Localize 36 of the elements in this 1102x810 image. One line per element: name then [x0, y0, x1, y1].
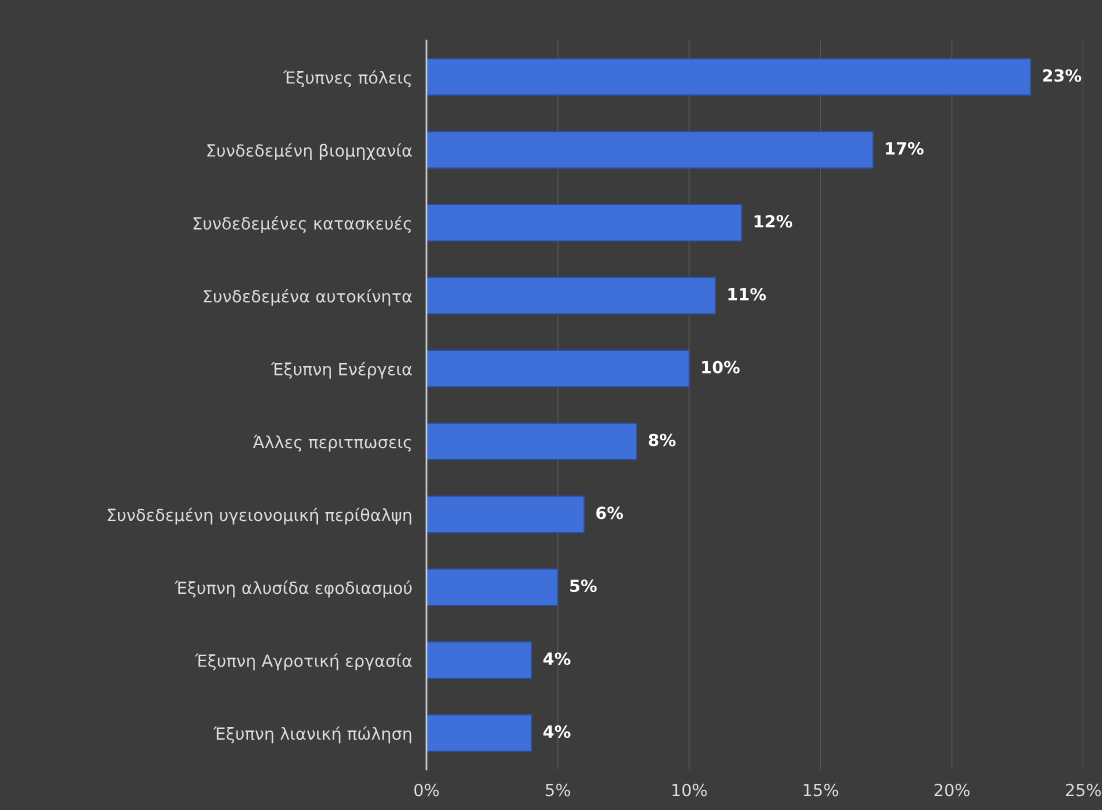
bar	[426, 422, 638, 461]
bar	[426, 495, 585, 534]
y-tick-label: Έξυπνες πόλεις	[283, 70, 411, 88]
bar	[426, 203, 743, 242]
x-tick-label: 5%	[545, 783, 571, 797]
bar	[426, 349, 690, 388]
bar	[426, 58, 1032, 96]
bar	[426, 714, 533, 752]
bar	[426, 568, 559, 607]
y-tick-label: Έξυπνη Ενέργεια	[270, 361, 412, 379]
y-tick-label: Άλλες περιτπωσεις	[253, 434, 411, 452]
y-tick-label: Συνδεδεμένη βιομηχανία	[207, 143, 412, 160]
x-tick-label: 0%	[414, 783, 439, 797]
data-label: 23%	[1043, 69, 1082, 82]
x-tick-label: 10%	[672, 783, 707, 797]
data-label: 6%	[596, 506, 623, 520]
data-label: 11%	[728, 287, 766, 301]
bar	[426, 131, 874, 169]
x-tick-label: 25%	[1065, 783, 1101, 797]
x-tick-label: 15%	[803, 783, 839, 797]
bar	[426, 641, 533, 679]
data-label: 5%	[570, 579, 597, 593]
y-tick-label: Συνδεδεμένες κατασκευές	[193, 216, 411, 233]
y-tick-label: Συνδεδεμένη υγειονομική περίθαλψη	[107, 507, 412, 525]
y-tick-label: Έξυπνη αλυσίδα εφοδιασμού	[174, 580, 412, 598]
data-label: 10%	[702, 360, 740, 374]
data-label: 4%	[543, 652, 571, 665]
data-label: 8%	[648, 433, 676, 447]
data-label: 17%	[886, 142, 924, 155]
y-tick-label: Έξυπνη λιανική πώληση	[213, 726, 412, 744]
bar	[426, 276, 717, 315]
data-label: 12%	[754, 214, 793, 228]
data-label: 4%	[543, 725, 571, 738]
y-tick-label: Συνδεδεμένα αυτοκίνητα	[203, 288, 412, 306]
y-tick-label: Έξυπνη Αγροτική εργασία	[194, 653, 412, 671]
x-tick-label: 20%	[934, 783, 970, 797]
